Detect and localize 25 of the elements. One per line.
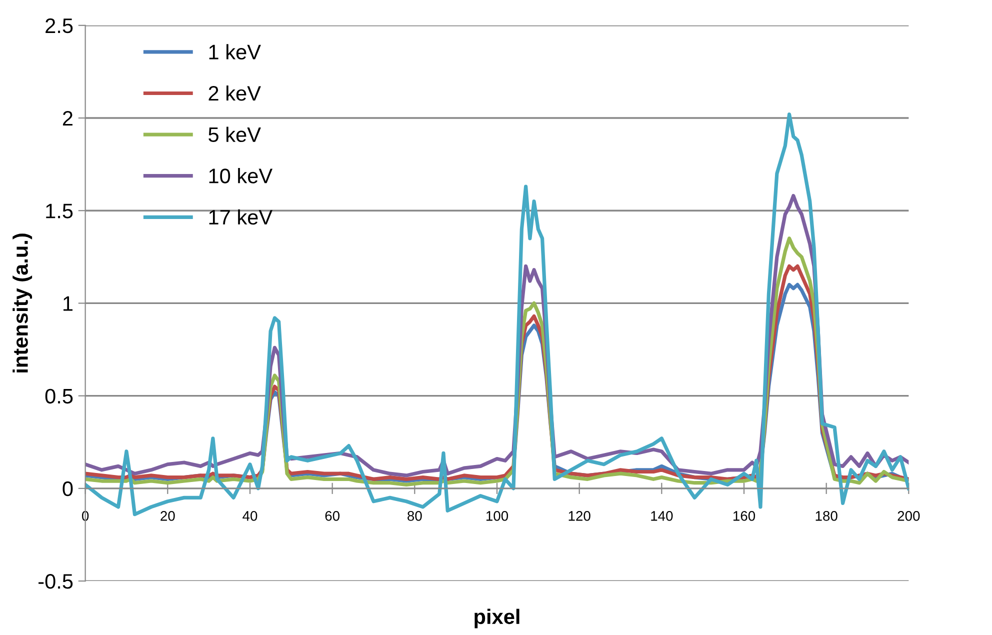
x-tick-label: 140 [651, 511, 673, 521]
x-tick-label: 40 [242, 511, 258, 521]
y-tick-label: 0.5 [45, 388, 73, 404]
legend-label: 1 keV [209, 44, 261, 60]
y-tick-label: 1 [64, 296, 72, 311]
x-tick-label: 0 [82, 511, 89, 521]
y-tick-label: 1.5 [46, 204, 73, 218]
x-tick-label: 100 [486, 511, 508, 521]
legend-label: 17 keV [209, 209, 272, 225]
x-tick-label: 160 [733, 511, 756, 521]
y-tick-label: 2.5 [46, 18, 73, 34]
x-tick-label: 120 [568, 511, 590, 521]
x-tick-label: 200 [898, 511, 920, 521]
legend-label: 10 keV [209, 168, 272, 184]
y-tick-label: 2 [62, 111, 72, 126]
y-tick-label: -0.5 [38, 574, 73, 589]
x-tick-label: 20 [160, 511, 175, 521]
legend-label: 5 keV [208, 126, 261, 142]
x-tick-label: 80 [408, 511, 422, 521]
y-tick-label: 0 [62, 481, 73, 496]
legend-label: 2 keV [208, 85, 261, 101]
x-tick-label: 60 [325, 511, 340, 521]
x-axis-title: pixel [474, 608, 520, 628]
y-axis-title: intensity (a.u.) [12, 234, 32, 372]
x-tick-label: 180 [816, 511, 838, 521]
